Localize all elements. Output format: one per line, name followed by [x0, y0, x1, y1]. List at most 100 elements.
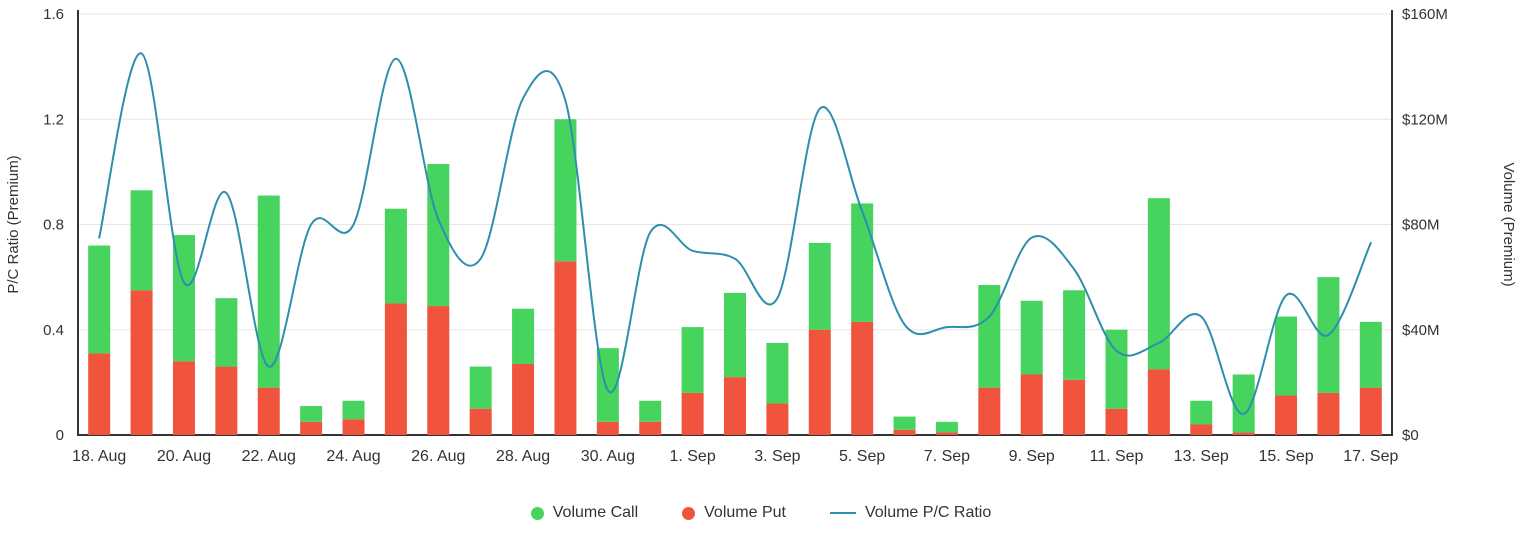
bar-volume-put[interactable] [935, 432, 958, 435]
x-tick-label: 26. Aug [411, 448, 465, 465]
bar-volume-call[interactable] [469, 366, 492, 409]
x-tick-label: 28. Aug [496, 448, 550, 465]
legend-label: Volume P/C Ratio [864, 504, 992, 521]
bar-volume-put[interactable] [1020, 374, 1043, 435]
y-left-tick-label: 1.6 [43, 6, 64, 23]
y-left-tick-label: 0 [56, 427, 64, 444]
bar-volume-put[interactable] [1359, 387, 1382, 435]
legend-item-volume-pc-ratio[interactable]: Volume P/C Ratio [829, 504, 992, 522]
bar-volume-call[interactable] [596, 348, 619, 422]
bar-volume-call[interactable] [851, 203, 874, 322]
volume-pc-ratio-marker-icon [829, 512, 856, 514]
bar-volume-put[interactable] [596, 421, 619, 435]
y-right-tick-label: $80M [1402, 217, 1440, 234]
bar-volume-call[interactable] [215, 298, 238, 367]
bar-volume-put[interactable] [1190, 424, 1213, 435]
x-tick-label: 1. Sep [669, 448, 715, 465]
legend-label: Volume Put [704, 504, 786, 521]
y-right-tick-label: $40M [1402, 322, 1440, 339]
bar-volume-put[interactable] [469, 408, 492, 435]
bar-volume-put[interactable] [893, 429, 916, 435]
bar-volume-put[interactable] [851, 321, 874, 435]
x-tick-label: 15. Sep [1258, 448, 1313, 465]
bar-volume-call[interactable] [554, 119, 577, 262]
bar-volume-put[interactable] [1232, 432, 1255, 435]
bar-volume-put[interactable] [1063, 379, 1086, 435]
bar-volume-put[interactable] [172, 361, 195, 435]
x-tick-label: 13. Sep [1174, 448, 1229, 465]
bar-volume-call[interactable] [1147, 198, 1170, 370]
bar-volume-call[interactable] [681, 327, 704, 393]
bar-volume-call[interactable] [893, 416, 916, 430]
bar-volume-put[interactable] [766, 403, 789, 435]
x-tick-label: 5. Sep [839, 448, 885, 465]
x-tick-label: 24. Aug [326, 448, 380, 465]
bar-volume-put[interactable] [512, 363, 535, 435]
y-left-tick-label: 0.8 [43, 217, 64, 234]
bar-volume-call[interactable] [512, 308, 535, 364]
x-tick-label: 20. Aug [157, 448, 211, 465]
y-left-tick-label: 1.2 [43, 111, 64, 128]
x-tick-label: 17. Sep [1343, 448, 1398, 465]
bar-volume-call[interactable] [1232, 374, 1255, 433]
bar-volume-put[interactable] [384, 303, 407, 435]
bar-volume-call[interactable] [342, 400, 365, 420]
bar-volume-call[interactable] [935, 421, 958, 433]
bar-volume-call[interactable] [808, 242, 831, 330]
y-right-tick-label: $160M [1402, 6, 1448, 23]
bar-volume-call[interactable] [88, 245, 111, 354]
bar-volume-call[interactable] [257, 195, 280, 388]
bar-volume-call[interactable] [300, 406, 323, 422]
bar-volume-call[interactable] [1063, 290, 1086, 380]
x-tick-label: 30. Aug [581, 448, 635, 465]
bar-volume-put[interactable] [681, 392, 704, 435]
bar-volume-call[interactable] [1105, 329, 1128, 409]
volume-pc-ratio-line[interactable] [98, 52, 1372, 415]
bar-volume-call[interactable] [384, 208, 407, 304]
bar-volume-put[interactable] [1275, 395, 1298, 435]
bar-volume-call[interactable] [1020, 300, 1043, 375]
y-right-tick-label: $0 [1402, 427, 1419, 444]
bar-volume-put[interactable] [257, 387, 280, 435]
x-tick-label: 11. Sep [1089, 448, 1143, 465]
bar-volume-call[interactable] [724, 292, 746, 378]
bar-volume-put[interactable] [1317, 392, 1340, 435]
y-axis-left-title: P/C Ratio (Premium) [5, 155, 22, 293]
bar-volume-call[interactable] [1190, 400, 1213, 425]
bar-volume-put[interactable] [724, 377, 746, 435]
y-left-tick-label: 0.4 [43, 322, 64, 339]
x-tick-label: 9. Sep [1009, 448, 1055, 465]
bar-volume-call[interactable] [1359, 321, 1382, 388]
x-tick-label: 22. Aug [242, 448, 296, 465]
bar-volume-put[interactable] [1105, 408, 1128, 435]
chart-legend: Volume Call Volume Put Volume P/C Ratio [0, 504, 1522, 522]
bar-volume-call[interactable] [130, 190, 153, 291]
bar-volume-put[interactable] [639, 421, 662, 435]
bar-volume-put[interactable] [427, 306, 450, 435]
x-tick-label: 7. Sep [924, 448, 970, 465]
bar-volume-put[interactable] [978, 387, 1001, 435]
bar-volume-call[interactable] [1275, 316, 1298, 396]
bar-volume-put[interactable] [342, 419, 365, 435]
x-tick-label: 18. Aug [72, 448, 126, 465]
bar-volume-call[interactable] [978, 285, 1001, 388]
y-right-tick-label: $120M [1402, 111, 1448, 128]
bar-volume-put[interactable] [130, 290, 153, 435]
x-tick-label: 3. Sep [754, 448, 800, 465]
bar-volume-call[interactable] [766, 342, 789, 404]
bar-volume-put[interactable] [808, 329, 831, 435]
bar-volume-put[interactable] [88, 353, 111, 435]
bar-volume-put[interactable] [300, 421, 323, 435]
legend-item-volume-call[interactable]: Volume Call [530, 504, 639, 522]
volume-put-marker-icon [682, 506, 696, 520]
bar-volume-put[interactable] [554, 261, 577, 435]
legend-label: Volume Call [552, 504, 639, 521]
volume-call-marker-icon [530, 506, 544, 520]
bar-volume-call[interactable] [639, 400, 662, 422]
legend-item-volume-put[interactable]: Volume Put [682, 504, 786, 522]
bar-volume-put[interactable] [1147, 369, 1170, 435]
y-axis-right-title: Volume (Premium) [1500, 162, 1517, 286]
bar-volume-put[interactable] [215, 366, 238, 435]
